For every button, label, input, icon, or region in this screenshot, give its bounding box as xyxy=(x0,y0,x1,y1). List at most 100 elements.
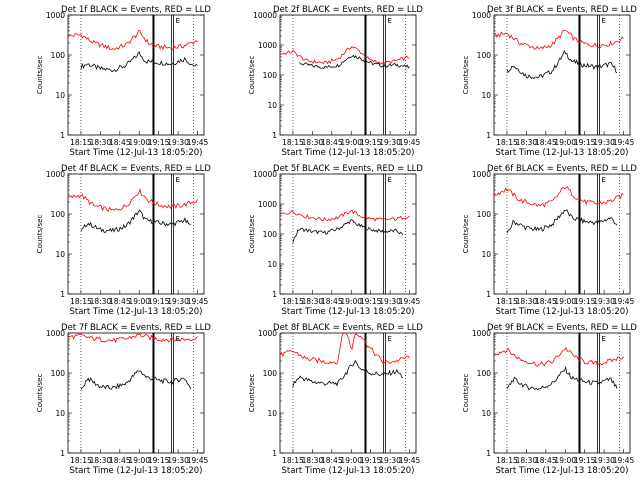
x-tick-label: 19:00 xyxy=(340,297,362,306)
x-tick-label: 19:30 xyxy=(167,138,189,147)
x-tick-label: 19:30 xyxy=(593,456,615,465)
lld-series-line xyxy=(67,29,198,51)
x-tick-label: 18:15 xyxy=(282,297,304,306)
y-tick-label: 1000 xyxy=(258,200,277,209)
events-series-line xyxy=(506,209,618,234)
y-axis-label: Counts/sec xyxy=(36,215,44,254)
plot-title: Det 7f BLACK = Events, RED = LLD xyxy=(61,323,211,333)
x-tick-label: 18:30 xyxy=(302,138,324,147)
y-tick-label: 100 xyxy=(263,71,278,80)
x-tick-label: 19:00 xyxy=(554,297,576,306)
legend-marker: E xyxy=(388,17,392,25)
y-tick-label: 10 xyxy=(267,409,277,418)
x-tick-label: 18:15 xyxy=(70,297,92,306)
x-tick-label: 18:15 xyxy=(496,297,518,306)
x-tick-label: 18:45 xyxy=(535,456,557,465)
x-tick-label: 18:15 xyxy=(282,456,304,465)
x-tick-label: 19:00 xyxy=(128,138,150,147)
x-tick-label: 19:15 xyxy=(574,456,596,465)
lld-series-line xyxy=(279,209,410,222)
x-tick-label: 19:15 xyxy=(574,138,596,147)
x-tick-label: 19:15 xyxy=(148,138,170,147)
y-tick-label: 1000 xyxy=(258,329,277,338)
x-tick-label: 19:45 xyxy=(399,297,421,306)
y-tick-label: 100 xyxy=(51,369,66,378)
x-axis-label: Start Time (12-Jul-13 18:05:20) xyxy=(496,307,629,317)
plot-frame xyxy=(67,14,205,136)
plot-title: Det 9f BLACK = Events, RED = LLD xyxy=(487,323,637,333)
plot-title: Det 1f BLACK = Events, RED = LLD xyxy=(61,5,211,15)
y-tick-label: 10 xyxy=(267,260,277,269)
y-tick-label: 100 xyxy=(263,369,278,378)
y-tick-label: 10 xyxy=(481,409,491,418)
y-tick-label: 100 xyxy=(477,210,492,219)
x-tick-label: 18:45 xyxy=(109,138,131,147)
y-tick-label: 100 xyxy=(51,51,66,60)
x-tick-label: 19:45 xyxy=(187,297,209,306)
x-tick-label: 18:45 xyxy=(535,138,557,147)
y-tick-label: 1000 xyxy=(472,11,491,20)
x-tick-label: 18:30 xyxy=(516,138,538,147)
x-axis-label: Start Time (12-Jul-13 18:05:20) xyxy=(496,148,629,158)
legend-marker: E xyxy=(602,17,606,25)
y-tick-label: 1 xyxy=(272,131,277,140)
y-axis-label: Counts/sec xyxy=(462,56,470,95)
y-tick-label: 10000 xyxy=(253,170,277,179)
x-tick-label: 18:30 xyxy=(90,297,112,306)
lld-series-line xyxy=(279,46,410,65)
legend-marker: E xyxy=(602,335,606,343)
x-tick-label: 19:00 xyxy=(554,456,576,465)
y-tick-label: 1 xyxy=(486,449,491,458)
lld-series-line xyxy=(67,188,198,212)
y-tick-label: 10 xyxy=(55,91,65,100)
x-tick-label: 19:15 xyxy=(574,297,596,306)
y-axis-label: Counts/sec xyxy=(248,215,256,254)
y-axis-label: Counts/sec xyxy=(248,56,256,95)
x-tick-label: 19:15 xyxy=(360,456,382,465)
x-tick-label: 18:30 xyxy=(302,297,324,306)
x-tick-label: 19:30 xyxy=(379,456,401,465)
x-tick-label: 19:00 xyxy=(554,138,576,147)
x-tick-label: 19:15 xyxy=(360,138,382,147)
x-tick-label: 19:30 xyxy=(379,297,401,306)
plot-frame xyxy=(279,332,417,454)
plot-title: Det 4f BLACK = Events, RED = LLD xyxy=(61,164,211,174)
x-tick-label: 18:45 xyxy=(321,138,343,147)
x-tick-label: 18:15 xyxy=(70,138,92,147)
x-tick-label: 18:45 xyxy=(109,456,131,465)
y-tick-label: 1000 xyxy=(472,170,491,179)
events-series-line xyxy=(80,209,192,233)
plot-title: Det 3f BLACK = Events, RED = LLD xyxy=(487,5,637,15)
x-tick-label: 18:45 xyxy=(535,297,557,306)
plot-frame xyxy=(493,173,631,295)
legend-marker: E xyxy=(176,17,180,25)
x-tick-label: 19:45 xyxy=(399,456,421,465)
y-axis-label: Counts/sec xyxy=(36,56,44,95)
y-tick-label: 10 xyxy=(481,91,491,100)
x-tick-label: 18:30 xyxy=(90,138,112,147)
x-tick-label: 18:30 xyxy=(516,456,538,465)
x-tick-label: 19:00 xyxy=(340,456,362,465)
events-series-line xyxy=(292,219,404,243)
x-tick-label: 19:30 xyxy=(593,297,615,306)
x-tick-label: 19:00 xyxy=(340,138,362,147)
x-tick-label: 19:45 xyxy=(187,138,209,147)
x-tick-label: 18:15 xyxy=(496,456,518,465)
plot-frame xyxy=(493,14,631,136)
plot-title: Det 8f BLACK = Events, RED = LLD xyxy=(273,323,423,333)
x-tick-label: 18:15 xyxy=(70,456,92,465)
x-tick-label: 18:15 xyxy=(496,138,518,147)
x-tick-label: 19:45 xyxy=(399,138,421,147)
x-tick-label: 18:45 xyxy=(109,297,131,306)
lld-series-line xyxy=(493,29,624,50)
plot-title: Det 2f BLACK = Events, RED = LLD xyxy=(273,5,423,15)
x-axis-label: Start Time (12-Jul-13 18:05:20) xyxy=(70,148,203,158)
y-tick-label: 1000 xyxy=(472,329,491,338)
y-tick-label: 10 xyxy=(267,101,277,110)
legend-marker: E xyxy=(602,176,606,184)
legend-marker: E xyxy=(176,176,180,184)
y-tick-label: 1 xyxy=(60,131,65,140)
lld-series-line xyxy=(279,332,410,365)
x-tick-label: 19:30 xyxy=(167,456,189,465)
x-axis-label: Start Time (12-Jul-13 18:05:20) xyxy=(282,307,415,317)
